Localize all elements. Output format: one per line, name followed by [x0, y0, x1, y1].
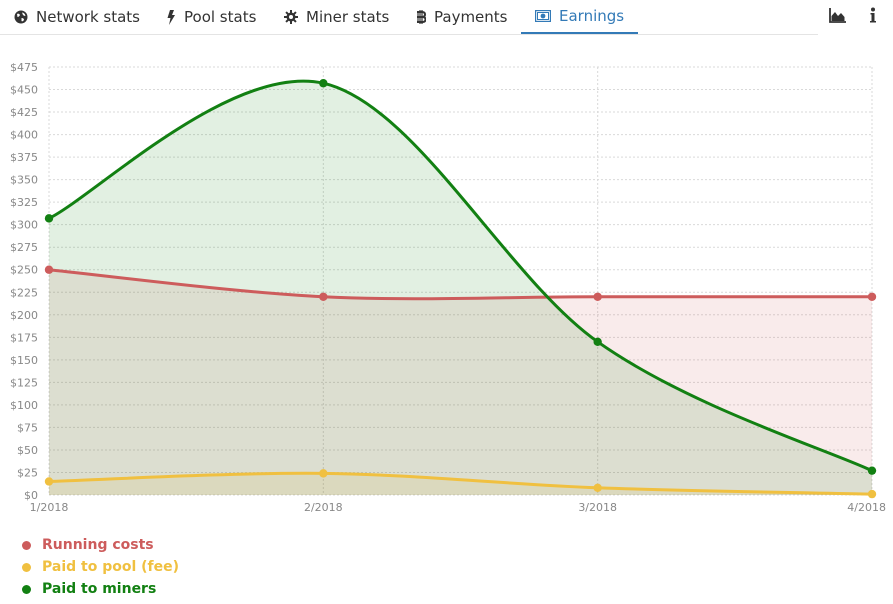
y-tick-label: $0 [24, 489, 38, 502]
area-paid-to-miners [49, 81, 872, 495]
y-tick-label: $100 [10, 399, 38, 412]
point-running-costs [867, 292, 877, 301]
point-paid-to-miners [593, 337, 602, 347]
legend-dot [22, 584, 31, 594]
legend-item-running-costs[interactable]: Running costs [22, 534, 179, 556]
earnings-chart: $0 $25 $50 $75 $100 $125 $150 $175 $200 $225 $250 $… [10, 61, 886, 514]
y-tick-label: $225 [10, 286, 38, 299]
point-paid-to-pool [44, 477, 54, 486]
y-tick-label: $275 [10, 241, 38, 254]
y-tick-label: $125 [10, 376, 38, 389]
point-paid-to-miners [44, 214, 54, 223]
legend-item-paid-to-miners[interactable]: Paid to miners [22, 578, 179, 600]
legend-item-paid-to-pool[interactable]: Paid to pool (fee) [22, 556, 179, 578]
line-running-costs [47, 268, 874, 301]
point-running-costs [319, 292, 328, 301]
bolt-icon [167, 9, 175, 25]
y-tick-label: $475 [10, 61, 38, 74]
y-tick-label: $250 [10, 264, 38, 277]
x-tick-label: 4/2018 [847, 501, 886, 514]
point-running-costs [593, 292, 602, 301]
globe-icon [14, 10, 28, 24]
y-tick-label: $200 [10, 309, 38, 322]
x-tick-label: 3/2018 [578, 501, 617, 514]
y-tick-label: $300 [10, 219, 38, 232]
y-tick-label: $375 [10, 151, 38, 164]
tab-label: Miner stats [306, 8, 390, 26]
x-tick-label: 1/2018 [30, 501, 69, 514]
tab-label: Payments [434, 8, 508, 26]
y-tick-label: $150 [10, 354, 38, 367]
legend-label: Paid to miners [42, 581, 157, 597]
tab-network-stats[interactable]: Network stats [14, 0, 140, 34]
line-paid-to-miners [47, 79, 874, 473]
y-tick-label: $450 [10, 84, 38, 97]
point-paid-to-miners [319, 79, 328, 88]
y-tick-label: $175 [10, 331, 38, 344]
x-tick-label: 2/2018 [304, 501, 343, 514]
line-paid-to-pool [47, 471, 874, 496]
y-tick-label: $400 [10, 129, 38, 142]
y-tick-label: $25 [17, 466, 38, 479]
chart-legend: Running costs Paid to pool (fee) Paid to… [22, 534, 179, 600]
point-paid-to-pool [319, 469, 328, 478]
y-tick-label: $50 [17, 444, 38, 457]
info-icon [870, 7, 876, 23]
legend-dot [22, 562, 31, 572]
tab-label: Pool stats [184, 8, 257, 26]
legend-label: Running costs [42, 537, 154, 553]
y-tick-label: $75 [17, 421, 38, 434]
gear-icon [284, 10, 298, 24]
nav-tabs: Network stats Pool stats Miner stats Pay… [0, 0, 818, 35]
tab-miner-stats[interactable]: Miner stats [284, 0, 389, 34]
tab-pool-stats[interactable]: Pool stats [166, 0, 256, 34]
point-paid-to-pool [593, 483, 602, 492]
y-tick-label: $425 [10, 106, 38, 119]
money-icon [535, 10, 551, 22]
y-tick-label: $325 [10, 196, 38, 209]
tab-label: Network stats [36, 8, 140, 26]
info-button[interactable] [869, 6, 877, 28]
area-running-costs [49, 269, 872, 495]
bitcoin-icon [417, 10, 426, 24]
tab-earnings[interactable]: Earnings [521, 0, 639, 34]
area-chart-icon [829, 8, 846, 23]
tab-payments[interactable]: Payments [416, 0, 507, 34]
point-paid-to-pool [867, 489, 877, 499]
y-tick-label: $350 [10, 174, 38, 187]
point-running-costs [44, 265, 54, 274]
tab-label: Earnings [559, 7, 625, 25]
area-chart-button[interactable] [829, 6, 847, 28]
area-paid-to-pool [49, 473, 872, 495]
legend-label: Paid to pool (fee) [42, 559, 180, 575]
legend-dot [22, 540, 31, 550]
point-paid-to-miners [867, 466, 877, 475]
